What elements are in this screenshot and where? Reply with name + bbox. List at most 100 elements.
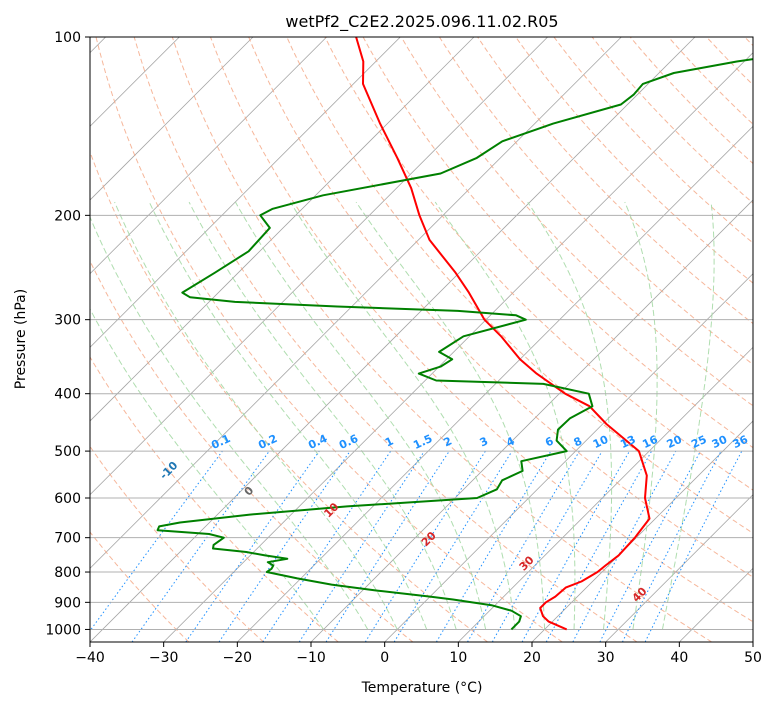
x-tick-label: 10 bbox=[449, 650, 467, 666]
dry-adiabat-line bbox=[171, 37, 712, 642]
moist-adiabat-line bbox=[527, 201, 613, 630]
isotherm-line bbox=[90, 37, 327, 275]
mixing-ratio-line bbox=[131, 450, 270, 642]
y-tick-label: 500 bbox=[54, 444, 81, 460]
mixing-ratio-label: 1 bbox=[383, 434, 395, 449]
mixing-ratio-label: 13 bbox=[618, 433, 637, 451]
isotherm-line bbox=[752, 641, 753, 642]
dry-adiabat-line bbox=[591, 37, 753, 204]
dry-adiabat-line bbox=[133, 37, 638, 642]
y-tick-label: 1000 bbox=[45, 622, 81, 638]
line-labels: 0.1 0.2 0.4 0.6 1 1.5 2 3 4 6 8 10 13 16 20 25 30 36-1001… bbox=[157, 432, 750, 605]
mixing-ratio-line bbox=[298, 450, 425, 642]
isotherm-line bbox=[90, 37, 401, 348]
mixing-ratio-line bbox=[90, 450, 223, 632]
dry-adiabat-line bbox=[324, 37, 753, 491]
mixing-ratio-line bbox=[218, 450, 351, 642]
dry-adiabat-line bbox=[248, 37, 753, 578]
temperature-line bbox=[355, 37, 651, 631]
moist-adiabat-line bbox=[235, 201, 487, 630]
mixing-ratio-label: 36 bbox=[731, 433, 751, 451]
dry-adiabat-label: -10 bbox=[157, 459, 180, 482]
y-tick-label: 200 bbox=[54, 208, 81, 224]
isotherm-line bbox=[163, 52, 753, 642]
dry-adiabat-label: 40 bbox=[630, 584, 650, 604]
mixing-ratio-label: 0.4 bbox=[306, 432, 329, 452]
isotherm-line bbox=[384, 273, 753, 642]
y-tick-label: 400 bbox=[54, 387, 81, 403]
isotherm-line bbox=[90, 37, 475, 422]
mixing-ratio-line bbox=[644, 450, 743, 642]
dry-adiabat-line bbox=[90, 259, 414, 642]
mixing-ratio-label: 1.5 bbox=[411, 432, 434, 452]
x-tick-label: 0 bbox=[380, 650, 389, 666]
moist-adiabat-line bbox=[114, 201, 398, 630]
y-axis-label: Pressure (hPa) bbox=[13, 289, 29, 389]
mixing-ratio-line bbox=[185, 450, 320, 642]
dry-adiabat-label: 0 bbox=[242, 484, 257, 499]
isotherm-line bbox=[90, 37, 622, 569]
dry-adiabat-line bbox=[477, 37, 753, 325]
isotherm-line bbox=[458, 346, 753, 642]
mixing-ratio-label: 2 bbox=[442, 434, 454, 449]
mixing-ratio-line bbox=[467, 450, 580, 642]
mixing-ratio-label: 20 bbox=[665, 433, 685, 451]
dry-adiabat-line bbox=[362, 37, 753, 449]
dry-adiabat-line bbox=[668, 37, 753, 125]
y-tick-label: 300 bbox=[54, 313, 81, 329]
mixing-ratio-label: 8 bbox=[572, 434, 584, 449]
mixing-ratio-line bbox=[521, 450, 630, 642]
isotherm-line bbox=[90, 37, 254, 201]
mixing-ratio-label: 30 bbox=[710, 433, 730, 451]
series-layer bbox=[156, 37, 753, 631]
dry-adiabat-label: 20 bbox=[419, 529, 439, 549]
dry-adiabat-line bbox=[90, 150, 488, 642]
mixing-ratio-line bbox=[325, 450, 450, 642]
mixing-ratio-label: 3 bbox=[478, 434, 490, 449]
mixing-ratio-label: 25 bbox=[689, 433, 708, 451]
mixing-ratio-line bbox=[572, 450, 677, 642]
isotherm-line bbox=[90, 37, 696, 642]
dry-adiabat-line bbox=[90, 531, 190, 642]
moist-adiabat-line bbox=[434, 201, 576, 630]
mixing-ratio-label: 6 bbox=[543, 434, 556, 449]
mixing-ratio-label: 10 bbox=[591, 433, 611, 451]
mixing-ratio-line bbox=[435, 450, 552, 642]
dry-adiabat-line bbox=[438, 37, 753, 366]
x-tick-label: 40 bbox=[670, 650, 688, 666]
x-tick-label: −20 bbox=[223, 650, 253, 666]
x-tick-label: −40 bbox=[75, 650, 105, 666]
y-tick-label: 800 bbox=[54, 565, 81, 581]
x-tick-label: 50 bbox=[744, 650, 762, 666]
mixing-ratio-label: 0.1 bbox=[209, 432, 232, 452]
dry-adiabat-line bbox=[90, 356, 339, 642]
isotherm-line bbox=[605, 494, 753, 642]
dry-adiabat-label: 30 bbox=[517, 553, 537, 573]
background-lines bbox=[90, 37, 753, 642]
x-tick-label: 30 bbox=[597, 650, 615, 666]
moist-adiabat-line bbox=[90, 215, 369, 630]
x-axis-label: Temperature (°C) bbox=[361, 680, 483, 696]
mixing-ratio-line bbox=[545, 450, 653, 642]
dry-adiabat-line bbox=[90, 445, 264, 642]
dewpoint-line bbox=[156, 58, 753, 631]
mixing-ratio-line bbox=[599, 450, 701, 642]
mixing-ratio-line bbox=[621, 450, 722, 642]
y-tick-label: 700 bbox=[54, 531, 81, 547]
dry-adiabat-line bbox=[515, 37, 753, 284]
moist-adiabat-line bbox=[188, 201, 457, 630]
isotherm-line bbox=[531, 420, 753, 642]
x-tick-label: −10 bbox=[296, 650, 326, 666]
x-tick-label: −30 bbox=[149, 650, 179, 666]
y-tick-label: 600 bbox=[54, 491, 81, 507]
x-tick-label: 20 bbox=[523, 650, 541, 666]
dry-adiabat-line bbox=[400, 37, 753, 407]
moist-adiabat-line bbox=[661, 202, 715, 630]
y-tick-label: 100 bbox=[54, 30, 81, 46]
isotherm-line bbox=[237, 125, 753, 642]
dry-adiabat-line bbox=[744, 37, 753, 47]
mixing-ratio-line bbox=[262, 450, 392, 642]
plot-frame bbox=[89, 36, 754, 643]
moist-adiabat-line bbox=[90, 308, 325, 630]
